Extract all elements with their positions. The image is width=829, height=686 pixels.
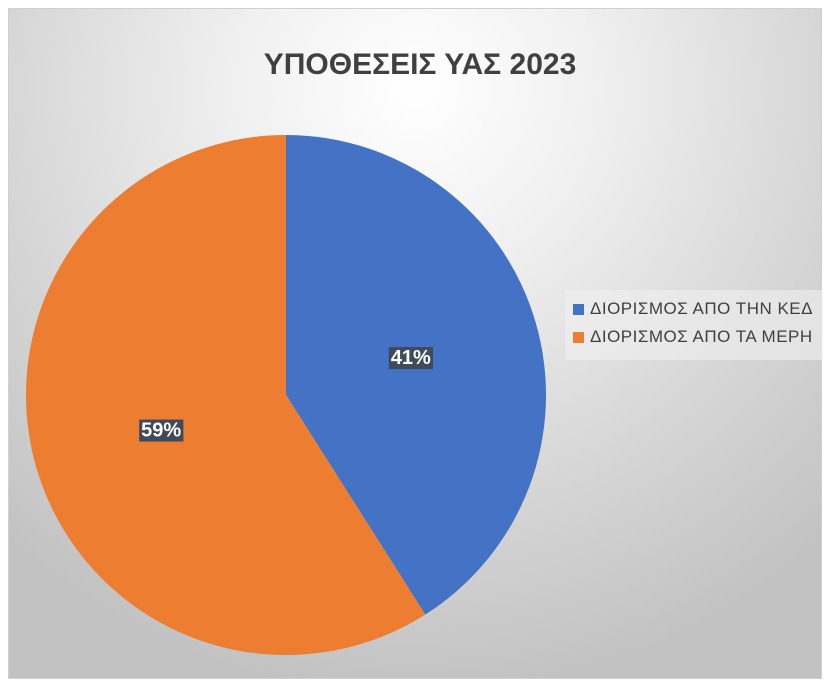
legend-entry: ΔΙΟΡΙΣΜΟΣ ΑΠΟ ΤΗΝ ΚΕΔ	[569, 298, 819, 320]
data-label-bg	[388, 347, 434, 370]
legend-swatch	[573, 304, 584, 315]
chart-title: ΥΠΟΘΕΣΕΙΣ ΥΑΣ 2023	[264, 48, 577, 81]
legend-label: ΔΙΟΡΙΣΜΟΣ ΑΠΟ ΤΑ ΜΕΡΗ	[590, 327, 813, 346]
data-label: 59%	[141, 420, 181, 442]
legend: ΔΙΟΡΙΣΜΟΣ ΑΠΟ ΤΗΝ ΚΕΔ ΔΙΟΡΙΣΜΟΣ ΑΠΟ ΤΑ ΜΕ…	[565, 290, 823, 360]
data-label-bg	[139, 419, 184, 442]
legend-swatch	[573, 332, 584, 343]
legend-label: ΔΙΟΡΙΣΜΟΣ ΑΠΟ ΤΗΝ ΚΕΔ	[590, 299, 813, 318]
pie-slice	[25, 135, 426, 655]
pie-slice	[286, 135, 546, 615]
data-label: 41%	[391, 347, 431, 369]
legend-entry: ΔΙΟΡΙΣΜΟΣ ΑΠΟ ΤΑ ΜΕΡΗ	[569, 326, 819, 348]
